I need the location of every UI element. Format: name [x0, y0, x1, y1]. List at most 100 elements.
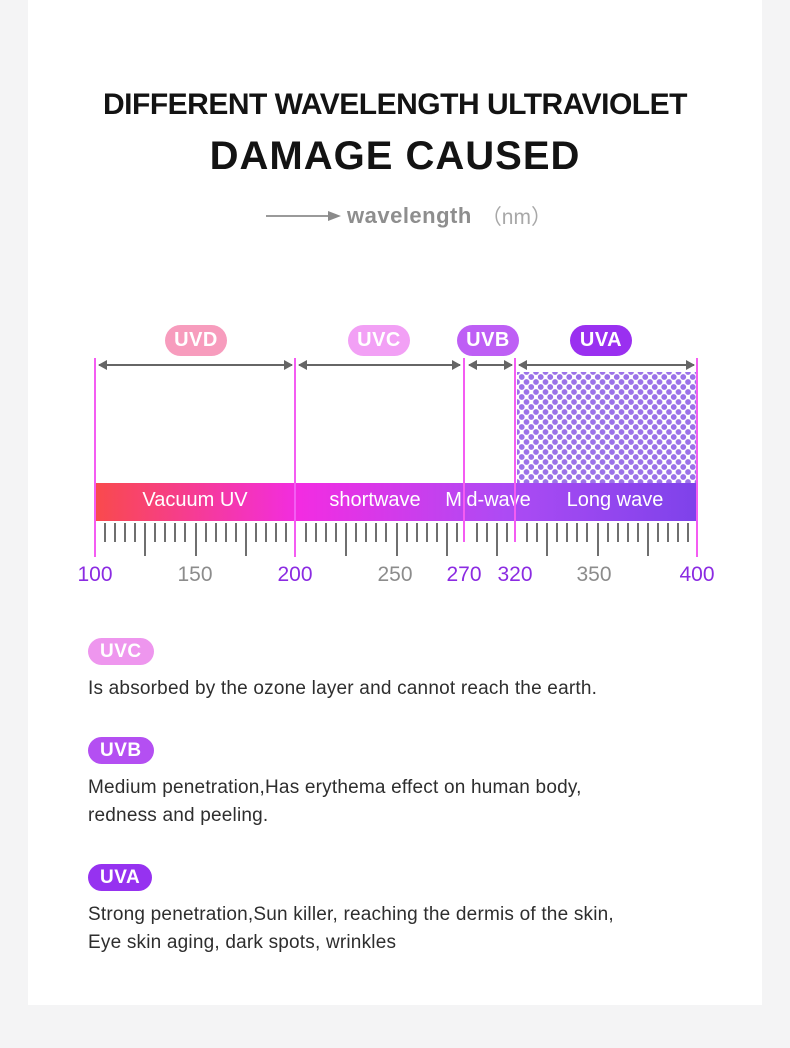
uvc-description-line: Is absorbed by the ozone layer and canno… [88, 678, 598, 699]
wavelength-guide-line [696, 358, 698, 557]
uvc-range-arrow [298, 360, 461, 370]
ruler-tick [425, 523, 428, 542]
axis-label: wavelength [347, 202, 472, 228]
uvd-badge: UVD [165, 325, 227, 356]
scale-number: 150 [177, 563, 213, 586]
scale-number: 250 [377, 563, 413, 586]
ruler-tick [526, 523, 529, 542]
ruler-tick [536, 523, 539, 542]
ruler-tick [214, 523, 217, 542]
ruler-tick [184, 523, 187, 542]
ruler-tick [636, 523, 639, 542]
ruler-tick [496, 523, 498, 556]
ruler-tick [616, 523, 619, 542]
ruler-tick [315, 523, 318, 542]
uvd-range-arrow [98, 360, 293, 370]
ruler-tick [405, 523, 408, 542]
ruler-tick [174, 523, 177, 542]
uvb-range-arrow [468, 360, 513, 370]
ruler-tick [596, 523, 599, 556]
uva-dot-region [517, 372, 697, 483]
ruler-tick [666, 523, 669, 542]
uvb-section: UVB Medium penetration,Has erythema effe… [88, 737, 582, 830]
right-arrow-icon [266, 210, 341, 221]
ruler-tick [154, 523, 157, 542]
bar-label-long-wave: Long wave [566, 489, 664, 511]
uvb-badge: UVB [457, 325, 519, 356]
ruler-tick [325, 523, 328, 542]
ruler-tick [395, 523, 398, 556]
ruler-tick [646, 523, 649, 556]
ruler-tick [435, 523, 438, 542]
ruler-tick [345, 523, 348, 556]
scale-number: 350 [576, 563, 612, 586]
ruler-tick [244, 523, 247, 556]
spectrum-bar [95, 483, 698, 521]
title-line-2: DAMAGE CAUSED [209, 134, 581, 178]
ruler-tick [204, 523, 207, 542]
ruler-tick [375, 523, 378, 542]
scale-number: 270 [446, 563, 482, 586]
ruler-tick [445, 523, 448, 556]
scale-number: 320 [497, 563, 533, 586]
uvb-description-line: Medium penetration,Has erythema effect o… [88, 777, 582, 798]
scale-number: 100 [77, 563, 113, 586]
ruler-tick [134, 523, 137, 542]
ruler-tick [586, 523, 589, 542]
ruler-tick [576, 523, 579, 542]
uvc-section: UVC Is absorbed by the ozone layer and c… [88, 638, 597, 703]
ruler-tick [194, 523, 197, 556]
ruler-tick [415, 523, 418, 542]
bar-label-mid-wave: Mid-wave [445, 489, 531, 511]
ruler-tick [144, 523, 147, 556]
uvc-badge: UVC [348, 325, 410, 356]
uva-range-arrow [518, 360, 695, 370]
ruler-tick [264, 523, 267, 542]
ruler-tick [475, 523, 478, 542]
ruler-tick [566, 523, 569, 542]
wavelength-guide-line [514, 358, 516, 542]
uvc-section-badge: UVC [88, 638, 154, 665]
ruler-tick [164, 523, 167, 542]
ruler-tick [686, 523, 689, 542]
uvb-section-badge: UVB [88, 737, 154, 764]
ruler-tick [224, 523, 227, 542]
ruler-tick [104, 523, 107, 542]
ruler-tick [365, 523, 368, 542]
ruler-tick [385, 523, 388, 542]
uva-badge: UVA [570, 325, 632, 356]
ruler-tick [124, 523, 127, 542]
uvb-description-line: redness and peeling. [88, 805, 269, 826]
ruler-tick [355, 523, 358, 542]
ruler-tick [455, 523, 458, 542]
bar-label-shortwave: shortwave [329, 489, 421, 511]
uva-section: UVA Strong penetration,Sun killer, reach… [88, 864, 614, 957]
ruler-tick [254, 523, 257, 542]
ruler-tick [506, 523, 509, 542]
scale-number: 200 [277, 563, 313, 586]
title-line-1: DIFFERENT WAVELENGTH ULTRAVIOLET [103, 88, 687, 121]
uva-section-badge: UVA [88, 864, 153, 891]
ruler-tick [305, 523, 308, 542]
ruler-tick [485, 523, 488, 542]
scale-number: 400 [679, 563, 715, 586]
ruler-tick [676, 523, 679, 542]
ruler-tick [284, 523, 287, 542]
wavelength-guide-line [294, 358, 296, 557]
ruler-tick [626, 523, 629, 542]
uva-description-line: Strong penetration,Sun killer, reaching … [88, 904, 614, 925]
axis-unit: （nm） [480, 205, 552, 229]
wavelength-axis-caption: wavelength （nm） [266, 202, 552, 229]
uva-description-line: Eye skin aging, dark spots, wrinkles [88, 932, 397, 953]
ruler-tick [546, 523, 549, 556]
ruler-tick [274, 523, 277, 542]
ruler-tick [656, 523, 659, 542]
ruler-tick [335, 523, 338, 542]
ruler-tick [234, 523, 237, 542]
wavelength-guide-line [94, 358, 96, 557]
ruler-tick [606, 523, 609, 542]
wavelength-guide-line [463, 358, 465, 542]
bar-label-vacuum-uv: Vacuum UV [142, 489, 248, 511]
ruler-tick [114, 523, 117, 542]
